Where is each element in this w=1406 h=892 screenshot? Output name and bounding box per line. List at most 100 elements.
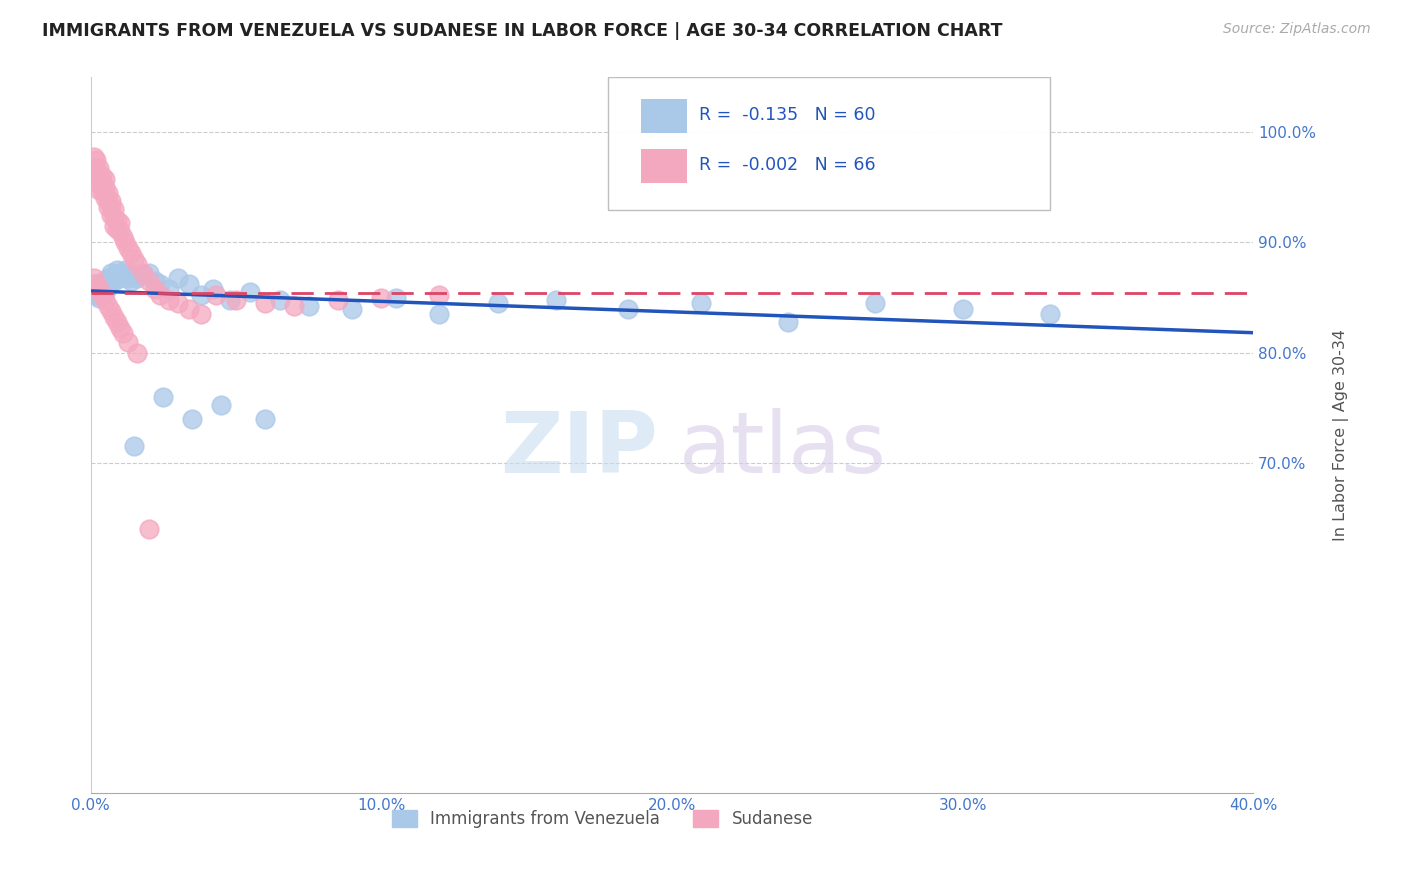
Point bbox=[97, 186, 120, 200]
Point bbox=[157, 293, 180, 307]
Point bbox=[94, 282, 117, 296]
Point bbox=[166, 270, 188, 285]
Point bbox=[105, 315, 128, 329]
Point bbox=[181, 411, 204, 425]
Point bbox=[83, 285, 105, 299]
Point bbox=[209, 398, 232, 412]
Point bbox=[103, 219, 125, 233]
Bar bbox=[641, 149, 688, 183]
Point bbox=[114, 235, 136, 250]
Text: ZIP: ZIP bbox=[501, 408, 658, 491]
Point bbox=[94, 293, 117, 307]
Point bbox=[94, 286, 117, 301]
Point bbox=[865, 296, 887, 310]
Point bbox=[138, 266, 160, 280]
Point bbox=[138, 274, 160, 288]
Point bbox=[91, 275, 114, 289]
Point bbox=[86, 153, 108, 167]
Point bbox=[486, 296, 509, 310]
Point bbox=[83, 270, 105, 285]
Point bbox=[89, 291, 111, 305]
Point bbox=[1039, 307, 1062, 321]
Point bbox=[544, 293, 567, 307]
Point bbox=[117, 334, 139, 349]
Point bbox=[94, 180, 117, 194]
Point bbox=[190, 288, 212, 302]
Point bbox=[326, 293, 349, 307]
Point bbox=[86, 284, 108, 298]
Point bbox=[239, 285, 262, 299]
Point bbox=[86, 161, 108, 175]
Text: Source: ZipAtlas.com: Source: ZipAtlas.com bbox=[1223, 22, 1371, 37]
Point bbox=[253, 411, 276, 425]
Point bbox=[91, 169, 114, 184]
Point bbox=[108, 225, 131, 239]
Point bbox=[89, 167, 111, 181]
Point bbox=[152, 390, 174, 404]
Point bbox=[122, 268, 145, 283]
Point bbox=[108, 270, 131, 285]
Point bbox=[117, 270, 139, 285]
Point bbox=[103, 268, 125, 283]
Point bbox=[111, 326, 134, 340]
Y-axis label: In Labor Force | Age 30-34: In Labor Force | Age 30-34 bbox=[1333, 329, 1348, 541]
Point bbox=[122, 439, 145, 453]
Point bbox=[297, 299, 319, 313]
Point bbox=[127, 345, 149, 359]
Point bbox=[86, 288, 108, 302]
Point bbox=[204, 288, 226, 302]
Point bbox=[89, 282, 111, 296]
Point bbox=[111, 268, 134, 283]
Point bbox=[100, 303, 122, 318]
Point bbox=[952, 301, 974, 316]
Point bbox=[86, 175, 108, 189]
Point bbox=[132, 268, 155, 283]
Point bbox=[179, 277, 201, 292]
Point bbox=[94, 277, 117, 292]
Point bbox=[91, 288, 114, 302]
Point bbox=[127, 270, 149, 285]
Point bbox=[83, 150, 105, 164]
Point bbox=[108, 216, 131, 230]
Point bbox=[225, 293, 247, 307]
Point bbox=[342, 301, 364, 316]
Point bbox=[138, 522, 160, 536]
Text: atlas: atlas bbox=[679, 408, 886, 491]
Point bbox=[201, 282, 224, 296]
Point bbox=[370, 291, 392, 305]
Point bbox=[97, 200, 120, 214]
Point bbox=[132, 266, 155, 280]
Point bbox=[100, 266, 122, 280]
Point bbox=[190, 307, 212, 321]
Point bbox=[94, 192, 117, 206]
Point bbox=[127, 258, 149, 272]
Point bbox=[108, 321, 131, 335]
Point bbox=[166, 296, 188, 310]
Point bbox=[105, 263, 128, 277]
Point bbox=[111, 230, 134, 244]
Point bbox=[103, 211, 125, 226]
Point bbox=[97, 194, 120, 208]
Point bbox=[100, 200, 122, 214]
Point bbox=[114, 263, 136, 277]
Point bbox=[105, 268, 128, 283]
Point bbox=[283, 299, 305, 313]
Point bbox=[83, 164, 105, 178]
Point bbox=[120, 274, 142, 288]
Point bbox=[690, 296, 713, 310]
Point bbox=[83, 277, 105, 292]
Legend: Immigrants from Venezuela, Sudanese: Immigrants from Venezuela, Sudanese bbox=[385, 803, 820, 834]
Point bbox=[103, 310, 125, 325]
Point bbox=[105, 213, 128, 227]
Point bbox=[91, 279, 114, 293]
Bar bbox=[641, 99, 688, 133]
Point bbox=[269, 293, 291, 307]
Point bbox=[97, 274, 120, 288]
Point bbox=[429, 288, 451, 302]
Point bbox=[91, 183, 114, 197]
Point bbox=[122, 252, 145, 266]
Point bbox=[97, 299, 120, 313]
Point bbox=[89, 161, 111, 175]
Point bbox=[94, 186, 117, 200]
Point bbox=[89, 282, 111, 296]
